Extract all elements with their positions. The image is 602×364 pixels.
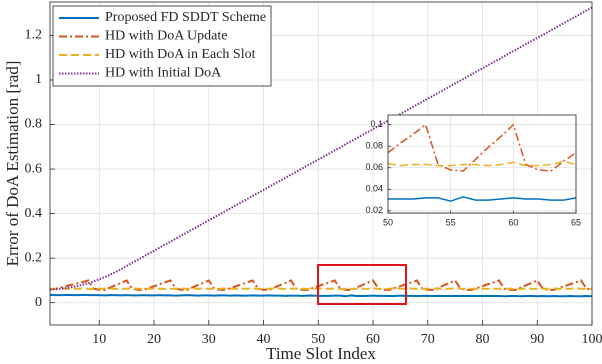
x-tick-label: 50 bbox=[383, 217, 393, 227]
x-tick-label: 30 bbox=[202, 332, 216, 347]
x-tick-label: 65 bbox=[571, 217, 581, 227]
legend-label: HD with Initial DoA bbox=[105, 66, 222, 81]
legend-label: HD with DoA in Each Slot bbox=[105, 47, 256, 62]
y-tick-label: 0.8 bbox=[25, 117, 43, 132]
x-tick-label: 50 bbox=[311, 332, 325, 347]
series-line bbox=[388, 196, 576, 202]
x-tick-label: 70 bbox=[421, 332, 435, 347]
x-tick-label: 100 bbox=[582, 332, 602, 347]
x-tick-label: 40 bbox=[257, 332, 271, 347]
x-tick-label: 10 bbox=[92, 332, 106, 347]
legend-label: Proposed FD SDDT Scheme bbox=[105, 10, 266, 25]
series-line bbox=[50, 6, 592, 291]
axes-box bbox=[387, 114, 577, 214]
y-tick-label: 0.02 bbox=[365, 205, 383, 215]
series-line bbox=[388, 123, 576, 172]
series-line bbox=[50, 293, 592, 298]
x-tick-label: 55 bbox=[446, 217, 456, 227]
y-tick-label: 0.4 bbox=[25, 206, 43, 221]
x-tick-label: 90 bbox=[530, 332, 544, 347]
axes-box bbox=[49, 1, 593, 326]
zoom-box bbox=[317, 264, 407, 305]
legend-label: HD with DoA Update bbox=[105, 29, 228, 44]
y-tick-label: 0.08 bbox=[365, 141, 383, 151]
y-tick-label: 0.2 bbox=[25, 250, 43, 265]
x-tick-label: 20 bbox=[147, 332, 161, 347]
series-line bbox=[50, 279, 592, 292]
y-tick-label: 0.06 bbox=[365, 162, 383, 172]
y-tick-label: 0.04 bbox=[365, 184, 383, 194]
x-tick-label: 60 bbox=[508, 217, 518, 227]
y-tick-label: 0.6 bbox=[25, 161, 43, 176]
series-line bbox=[50, 287, 592, 290]
x-tick-label: 80 bbox=[476, 332, 490, 347]
x-tick-label: 60 bbox=[366, 332, 380, 347]
y-tick-label: 1 bbox=[35, 72, 42, 87]
series-line bbox=[388, 160, 576, 167]
y-axis-label: Error of DoA Estimation [rad] bbox=[3, 61, 22, 267]
x-axis-label: Time Slot Index bbox=[266, 344, 376, 363]
y-tick-label: 1.2 bbox=[25, 28, 43, 43]
y-tick-label: 0 bbox=[35, 295, 42, 310]
inset-axes: 50 55 60 65 0.02 0.04 0.06 0.08 0.1 bbox=[365, 114, 581, 227]
y-tick-label: 0.1 bbox=[370, 119, 383, 129]
